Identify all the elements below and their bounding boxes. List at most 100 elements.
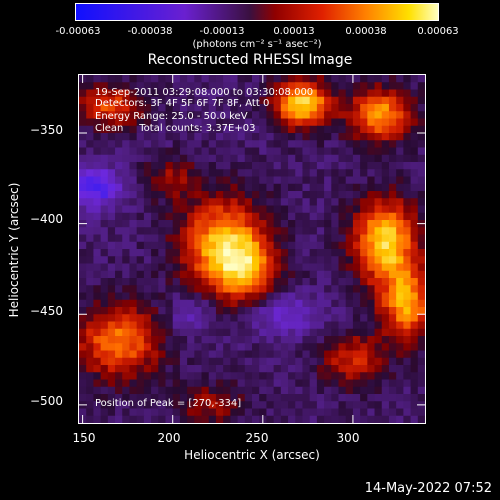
heatmap-cell (115, 205, 123, 214)
heatmap-cell (215, 162, 224, 170)
heatmap-cell (129, 154, 138, 163)
heatmap-cell (273, 386, 282, 395)
colorbar-tick: -0.00013 (199, 26, 245, 37)
heatmap-cell (237, 314, 246, 323)
heatmap-cell (215, 205, 224, 214)
heatmap-cell (410, 89, 419, 98)
heatmap-cell (187, 314, 195, 323)
heatmap-cell (179, 125, 188, 134)
heatmap-cell (324, 328, 332, 337)
heatmap-cell (295, 415, 304, 423)
heatmap-cell (215, 154, 224, 163)
heatmap-cell (143, 285, 152, 294)
heatmap-cell (266, 249, 275, 257)
heatmap-cell (388, 125, 397, 134)
heatmap-cell (122, 401, 131, 410)
heatmap-cell (266, 183, 275, 192)
heatmap-cell (295, 183, 304, 192)
heatmap-cell (194, 133, 203, 141)
heatmap-cell (179, 241, 188, 250)
heatmap-cell (107, 415, 116, 423)
heatmap-cell (403, 111, 412, 120)
heatmap-cell (107, 140, 116, 149)
heatmap-cell (367, 104, 376, 112)
heatmap-cell (331, 212, 340, 221)
heatmap-cell (273, 75, 282, 83)
heatmap-cell (100, 249, 109, 257)
heatmap-cell (331, 147, 340, 156)
heatmap-cell (388, 198, 397, 207)
heatmap-cell (302, 314, 311, 323)
heatmap-cell (360, 234, 368, 243)
heatmap-cell (230, 205, 239, 214)
heatmap-cell (273, 234, 282, 243)
heatmap-cell (158, 372, 167, 381)
heatmap-cell (215, 183, 224, 192)
heatmap-cell (136, 191, 145, 199)
heatmap-cell (215, 82, 224, 91)
heatmap-cell (352, 169, 361, 178)
heatmap-cell (403, 176, 412, 185)
heatmap-cell (374, 285, 383, 294)
heatmap-cell (381, 328, 390, 337)
heatmap-cell (93, 357, 102, 366)
heatmap-cell (86, 328, 95, 337)
heatmap-cell (244, 299, 253, 308)
heatmap-cell (100, 270, 109, 279)
heatmap-cell (244, 111, 253, 120)
heatmap-cell (259, 241, 268, 250)
heatmap-cell (122, 111, 131, 120)
heatmap-cell (316, 285, 325, 294)
heatmap-cell (316, 227, 325, 236)
heatmap-cell (388, 147, 397, 156)
heatmap-cell (136, 96, 145, 105)
heatmap-cell (165, 234, 174, 243)
heatmap-cell (367, 292, 376, 301)
heatmap-cell (107, 154, 116, 163)
heatmap-cell (403, 89, 412, 98)
heatmap-cell (158, 140, 167, 149)
heatmap-cell (410, 256, 419, 265)
heatmap-cell (345, 350, 354, 359)
heatmap-cell (396, 241, 404, 250)
heatmap-cell (374, 328, 383, 337)
heatmap-cell (302, 212, 311, 221)
heatmap-cell (410, 401, 419, 410)
heatmap-cell (151, 154, 159, 163)
heatmap-cell (388, 321, 397, 330)
heatmap-cell (230, 408, 239, 417)
heatmap-cell (288, 241, 296, 250)
heatmap-cell (381, 307, 390, 315)
heatmap-cell (100, 285, 109, 294)
heatmap-cell (165, 198, 174, 207)
heatmap-cell (403, 205, 412, 214)
heatmap-cell (410, 154, 419, 163)
heatmap-cell (338, 118, 347, 127)
heatmap-cell (338, 162, 347, 170)
heatmap-cell (360, 75, 368, 83)
heatmap-cell (288, 140, 296, 149)
heatmap-cell (86, 154, 95, 163)
heatmap-cell (367, 263, 376, 272)
heatmap-cell (151, 343, 159, 352)
heatmap-cell (410, 321, 419, 330)
heatmap-cell (215, 336, 224, 344)
heatmap-cell (360, 336, 368, 344)
heatmap-cell (388, 118, 397, 127)
heatmap-cell (151, 191, 159, 199)
heatmap-cell (151, 415, 159, 423)
heatmap-cell (360, 365, 368, 373)
heatmap-cell (295, 241, 304, 250)
heatmap-cell (345, 328, 354, 337)
heatmap-cell (187, 249, 195, 257)
heatmap-cell (244, 328, 253, 337)
heatmap-cell (295, 314, 304, 323)
heatmap-cell (352, 336, 361, 344)
heatmap-cell (208, 118, 217, 127)
heatmap-cell (381, 234, 390, 243)
heatmap-cell (266, 263, 275, 272)
heatmap-cell (266, 234, 275, 243)
heatmap-cell (136, 89, 145, 98)
heatmap-cell (381, 263, 390, 272)
heatmap-cell (302, 386, 311, 395)
